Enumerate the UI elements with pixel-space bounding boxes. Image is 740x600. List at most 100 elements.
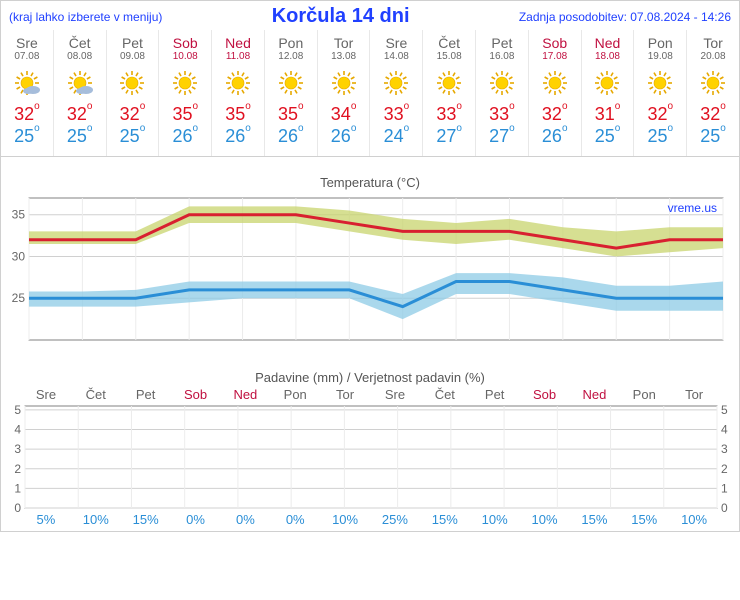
high-temp: 32o: [1, 104, 53, 126]
forecast-day-column: Sre 07.08 32o 25o: [1, 30, 54, 156]
precip-percent: 10%: [470, 512, 520, 527]
forecast-day-column: Ned 18.08 31o 25o: [582, 30, 635, 156]
forecast-day-column: Sob 10.08 35o 26o: [159, 30, 212, 156]
low-temp: 26o: [159, 126, 211, 148]
precip-day-header-row: SreČetPetSobNedPonTorSreČetPetSobNedPonT…: [1, 387, 739, 402]
day-name: Pon: [634, 36, 686, 51]
precip-day-header: Tor: [320, 387, 370, 402]
high-temp: 32o: [687, 104, 739, 126]
weather-icon: [687, 66, 739, 100]
forecast-day-column: Pon 19.08 32o 25o: [634, 30, 687, 156]
menu-hint[interactable]: (kraj lahko izberete v meniju): [9, 10, 162, 24]
last-update: Zadnja posodobitev: 07.08.2024 - 14:26: [519, 10, 731, 24]
weather-icon: [423, 66, 475, 100]
weather-icon: [159, 66, 211, 100]
low-temp: 26o: [318, 126, 370, 148]
day-date: 10.08: [159, 51, 211, 62]
svg-text:5: 5: [14, 403, 21, 417]
forecast-day-column: Čet 08.08 32o 25o: [54, 30, 107, 156]
precip-day-header: Sre: [370, 387, 420, 402]
high-temp: 33o: [370, 104, 422, 126]
high-temp: 34o: [318, 104, 370, 126]
svg-text:1: 1: [14, 481, 21, 495]
precip-percent: 0%: [270, 512, 320, 527]
precip-day-header: Pet: [121, 387, 171, 402]
precip-day-header: Sre: [21, 387, 71, 402]
svg-text:vreme.us: vreme.us: [668, 201, 717, 215]
precip-percent: 5%: [21, 512, 71, 527]
precip-percent: 15%: [420, 512, 470, 527]
weather-icon: [54, 66, 106, 100]
svg-text:35: 35: [12, 207, 26, 221]
weather-icon: [107, 66, 159, 100]
forecast-days-row: Sre 07.08 32o 25o Čet 08.08 32o 25o Pet …: [1, 30, 739, 157]
forecast-day-column: Sre 14.08 33o 24o: [370, 30, 423, 156]
temp-chart-title: Temperatura (°C): [1, 175, 739, 190]
precip-percent: 10%: [320, 512, 370, 527]
page-title: Korčula 14 dni: [162, 5, 518, 28]
high-temp: 32o: [107, 104, 159, 126]
svg-text:0: 0: [14, 501, 21, 512]
svg-text:25: 25: [12, 291, 26, 305]
precip-day-header: Pon: [619, 387, 669, 402]
day-name: Sob: [159, 36, 211, 51]
precip-day-header: Sob: [520, 387, 570, 402]
svg-text:30: 30: [12, 249, 26, 263]
day-date: 16.08: [476, 51, 528, 62]
day-name: Sre: [1, 36, 53, 51]
high-temp: 33o: [423, 104, 475, 126]
low-temp: 26o: [529, 126, 581, 148]
day-date: 07.08: [1, 51, 53, 62]
high-temp: 35o: [212, 104, 264, 126]
weather-icon: [582, 66, 634, 100]
day-name: Pon: [265, 36, 317, 51]
svg-text:3: 3: [721, 442, 728, 456]
low-temp: 27o: [476, 126, 528, 148]
forecast-day-column: Sob 17.08 32o 26o: [529, 30, 582, 156]
header: (kraj lahko izberete v meniju) Korčula 1…: [1, 1, 739, 30]
day-date: 20.08: [687, 51, 739, 62]
svg-text:2: 2: [14, 461, 21, 475]
forecast-day-column: Čet 15.08 33o 27o: [423, 30, 476, 156]
precip-percent: 10%: [71, 512, 121, 527]
precip-percent: 10%: [669, 512, 719, 527]
precip-day-header: Čet: [71, 387, 121, 402]
low-temp: 24o: [370, 126, 422, 148]
precip-day-header: Sob: [171, 387, 221, 402]
precip-day-header: Ned: [220, 387, 270, 402]
high-temp: 32o: [634, 104, 686, 126]
precip-percent: 0%: [220, 512, 270, 527]
precip-percent: 0%: [171, 512, 221, 527]
svg-text:5: 5: [721, 403, 728, 417]
low-temp: 25o: [1, 126, 53, 148]
day-date: 09.08: [107, 51, 159, 62]
day-name: Tor: [318, 36, 370, 51]
low-temp: 25o: [582, 126, 634, 148]
day-date: 12.08: [265, 51, 317, 62]
day-name: Pet: [107, 36, 159, 51]
low-temp: 25o: [634, 126, 686, 148]
precip-percent: 10%: [520, 512, 570, 527]
day-name: Sob: [529, 36, 581, 51]
day-name: Pet: [476, 36, 528, 51]
day-date: 08.08: [54, 51, 106, 62]
forecast-day-column: Pet 09.08 32o 25o: [107, 30, 160, 156]
weather-icon: [265, 66, 317, 100]
day-date: 14.08: [370, 51, 422, 62]
weather-forecast-page: (kraj lahko izberete v meniju) Korčula 1…: [0, 0, 740, 532]
precip-chart-title: Padavine (mm) / Verjetnost padavin (%): [1, 370, 739, 385]
precip-day-header: Ned: [569, 387, 619, 402]
low-temp: 26o: [212, 126, 264, 148]
low-temp: 25o: [54, 126, 106, 148]
day-name: Čet: [423, 36, 475, 51]
temperature-chart: 25 30 35 vreme.us: [1, 192, 740, 352]
day-date: 11.08: [212, 51, 264, 62]
high-temp: 35o: [159, 104, 211, 126]
precip-day-header: Tor: [669, 387, 719, 402]
forecast-day-column: Pon 12.08 35o 26o: [265, 30, 318, 156]
precip-day-header: Pet: [470, 387, 520, 402]
precip-percent-row: 5%10%15%0%0%0%10%25%15%10%10%15%15%10%: [1, 512, 739, 531]
low-temp: 26o: [265, 126, 317, 148]
svg-text:0: 0: [721, 501, 728, 512]
low-temp: 25o: [107, 126, 159, 148]
